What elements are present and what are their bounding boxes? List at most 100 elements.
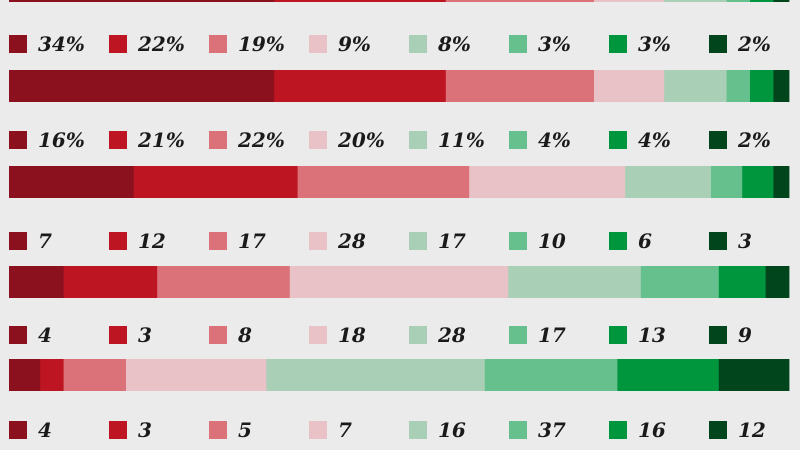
value-label: 3% — [638, 32, 671, 56]
bar-1-segment-6 — [750, 70, 774, 102]
bar-1-segment-4 — [664, 70, 727, 102]
legend-swatch — [409, 232, 427, 250]
legend-swatch — [409, 131, 427, 149]
value-label: 28 — [437, 323, 466, 347]
legend-swatch — [709, 131, 727, 149]
value-label: 34% — [38, 32, 85, 56]
legend-swatch — [109, 421, 127, 439]
legend-swatch — [609, 326, 627, 344]
value-label: 28 — [337, 229, 366, 253]
legend-swatch — [209, 131, 227, 149]
bar-2-segment-1 — [133, 166, 298, 198]
bar-4-segment-6 — [617, 359, 720, 391]
value-label: 17 — [538, 323, 566, 347]
bar-4-segment-5 — [484, 359, 618, 391]
value-label: 11% — [438, 128, 485, 152]
top-partial-bar-segment-3 — [594, 0, 665, 2]
legend-swatch — [209, 421, 227, 439]
value-label: 6 — [638, 229, 652, 253]
legend-swatch — [109, 35, 127, 53]
bar-3-segment-6 — [718, 266, 766, 298]
bar-1-segment-3 — [594, 70, 665, 102]
value-label: 19% — [238, 32, 285, 56]
legend-swatch — [709, 421, 727, 439]
top-partial-bar-segment-4 — [664, 0, 727, 2]
legend-swatch — [509, 232, 527, 250]
bar-3-segment-3 — [289, 266, 509, 298]
value-label: 16 — [438, 418, 466, 442]
value-label: 8 — [237, 323, 252, 347]
legend-swatch — [709, 232, 727, 250]
legend-swatch — [509, 326, 527, 344]
legend-swatch — [509, 35, 527, 53]
bar-1-segment-2 — [445, 70, 595, 102]
legend-swatch — [609, 232, 627, 250]
top-partial-bar-segment-5 — [726, 0, 751, 2]
bar-3-segment-5 — [640, 266, 720, 298]
legend-swatch — [609, 131, 627, 149]
legend-swatch — [709, 326, 727, 344]
top-partial-bar-segment-0 — [9, 0, 275, 2]
value-label: 13 — [638, 323, 666, 347]
value-label: 4% — [638, 128, 671, 152]
bar-2-segment-3 — [469, 166, 626, 198]
value-label: 4 — [38, 418, 52, 442]
value-label: 16% — [38, 128, 85, 152]
value-label: 10 — [538, 229, 566, 253]
bar-2-segment-7 — [773, 166, 790, 198]
value-label: 2% — [737, 128, 771, 152]
bar-2-segment-6 — [742, 166, 774, 198]
value-label: 17 — [438, 229, 466, 253]
legend-swatch — [9, 421, 27, 439]
bar-2-segment-2 — [297, 166, 470, 198]
legend-swatch — [409, 35, 427, 53]
value-label: 7 — [338, 418, 352, 442]
legend-swatch — [309, 131, 327, 149]
legend-swatch — [409, 326, 427, 344]
value-label: 17 — [238, 229, 266, 253]
bar-3-segment-0 — [9, 266, 64, 298]
bar-2-segment-5 — [711, 166, 743, 198]
legend-swatch — [109, 232, 127, 250]
legend-swatch — [9, 232, 27, 250]
value-label: 37 — [538, 418, 566, 442]
legend-swatch — [509, 421, 527, 439]
value-label: 3% — [538, 32, 571, 56]
legend-swatch — [609, 35, 627, 53]
legend-swatch — [609, 421, 627, 439]
legend-swatch — [309, 421, 327, 439]
value-label: 9 — [738, 323, 752, 347]
value-label: 3 — [138, 418, 152, 442]
value-label: 20% — [337, 128, 385, 152]
bar-1-segment-0 — [9, 70, 275, 102]
value-label: 22% — [237, 128, 285, 152]
bar-1-segment-1 — [274, 70, 447, 102]
bar-3-segment-7 — [765, 266, 790, 298]
top-partial-bar-segment-7 — [773, 0, 790, 2]
value-label: 9% — [338, 32, 371, 56]
bar-4-segment-3 — [126, 359, 267, 391]
value-label: 4 — [38, 323, 52, 347]
value-label: 8% — [437, 32, 471, 56]
bar-4-segment-0 — [9, 359, 41, 391]
value-label: 7 — [38, 229, 52, 253]
value-label: 16 — [638, 418, 666, 442]
value-label: 22% — [137, 32, 185, 56]
bar-3-segment-1 — [63, 266, 158, 298]
legend-swatch — [209, 326, 227, 344]
legend-swatch — [409, 421, 427, 439]
bar-3-segment-4 — [508, 266, 642, 298]
bar-1-segment-7 — [773, 70, 790, 102]
legend-swatch — [309, 326, 327, 344]
legend-swatch — [9, 326, 27, 344]
legend-swatch — [709, 35, 727, 53]
bar-3-segment-2 — [157, 266, 291, 298]
value-label: 3 — [138, 323, 152, 347]
value-label: 2% — [737, 32, 771, 56]
legend-swatch — [9, 35, 27, 53]
legend-swatch — [509, 131, 527, 149]
value-label: 12 — [738, 418, 766, 442]
value-label: 21% — [137, 128, 185, 152]
bar-4-segment-1 — [40, 359, 64, 391]
